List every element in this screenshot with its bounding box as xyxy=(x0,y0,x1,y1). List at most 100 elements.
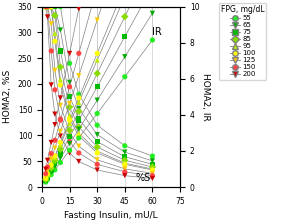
Point xyxy=(67,122,72,125)
Point xyxy=(52,88,57,92)
Point xyxy=(43,179,48,182)
Point xyxy=(45,177,50,180)
Point xyxy=(150,177,155,180)
Point xyxy=(45,5,50,8)
Point xyxy=(67,102,72,105)
Point xyxy=(122,167,127,171)
Point xyxy=(49,5,54,8)
Point xyxy=(122,163,127,166)
Point xyxy=(43,167,48,171)
Point xyxy=(49,5,54,8)
Point xyxy=(49,152,54,155)
Point xyxy=(58,134,63,138)
Point xyxy=(67,95,72,98)
Point xyxy=(49,171,54,174)
Point xyxy=(52,162,57,165)
Point xyxy=(45,174,50,177)
Point xyxy=(150,154,155,158)
Point xyxy=(76,96,81,100)
Point xyxy=(122,15,127,18)
Point xyxy=(150,172,155,175)
Point xyxy=(49,157,54,161)
Point xyxy=(49,173,54,176)
Point xyxy=(52,32,57,35)
Point xyxy=(45,159,50,162)
Point xyxy=(45,5,50,8)
Point xyxy=(45,5,50,8)
Point xyxy=(76,52,81,55)
Point xyxy=(49,5,54,8)
Point xyxy=(58,117,63,121)
Point xyxy=(49,164,54,168)
Point xyxy=(76,151,81,155)
Point xyxy=(49,22,54,26)
Point xyxy=(95,112,100,115)
X-axis label: Fasting Insulin, mU/L: Fasting Insulin, mU/L xyxy=(64,211,158,220)
Point xyxy=(67,52,72,55)
Point xyxy=(122,150,127,154)
Point xyxy=(95,158,100,161)
Point xyxy=(52,156,57,159)
Point xyxy=(43,5,48,8)
Point xyxy=(49,166,54,170)
Legend: 55, 65, 75, 85, 95, 100, 125, 150, 200: 55, 65, 75, 85, 95, 100, 125, 150, 200 xyxy=(219,3,266,80)
Point xyxy=(67,142,72,145)
Point xyxy=(43,177,48,180)
Point xyxy=(45,172,50,176)
Point xyxy=(45,5,50,8)
Point xyxy=(45,175,50,179)
Point xyxy=(58,156,63,160)
Point xyxy=(95,168,100,172)
Point xyxy=(95,145,100,149)
Point xyxy=(49,141,54,144)
Point xyxy=(52,39,57,43)
Point xyxy=(43,5,48,8)
Point xyxy=(58,96,63,100)
Point xyxy=(45,5,50,8)
Point xyxy=(52,138,57,142)
Point xyxy=(150,168,155,172)
Point xyxy=(49,5,54,8)
Point xyxy=(58,49,63,53)
Point xyxy=(67,114,72,117)
Point xyxy=(76,101,81,104)
Point xyxy=(58,152,63,155)
Point xyxy=(49,5,54,8)
Point xyxy=(67,85,72,88)
Y-axis label: HOMA2, %S: HOMA2, %S xyxy=(3,70,12,123)
Point xyxy=(95,163,100,166)
Point xyxy=(52,154,57,158)
Point xyxy=(43,5,48,8)
Point xyxy=(76,134,81,138)
Point xyxy=(43,5,48,8)
Point xyxy=(43,172,48,175)
Point xyxy=(95,58,100,62)
Point xyxy=(58,104,63,107)
Point xyxy=(43,180,48,184)
Point xyxy=(67,131,72,134)
Point xyxy=(67,118,72,122)
Point xyxy=(49,163,54,167)
Point xyxy=(58,141,63,144)
Point xyxy=(150,11,155,15)
Point xyxy=(45,5,50,8)
Point xyxy=(45,165,50,169)
Point xyxy=(52,5,57,8)
Point xyxy=(58,78,63,81)
Point xyxy=(52,14,57,17)
Text: %S: %S xyxy=(136,173,151,183)
Point xyxy=(150,38,155,42)
Point xyxy=(58,5,63,8)
Point xyxy=(58,65,63,69)
Point xyxy=(122,159,127,162)
Point xyxy=(45,5,50,8)
Point xyxy=(150,167,155,171)
Point xyxy=(95,151,100,155)
Point xyxy=(76,127,81,131)
Point xyxy=(49,83,54,87)
Point xyxy=(95,140,100,143)
Point xyxy=(49,5,54,8)
Point xyxy=(58,147,63,151)
Point xyxy=(43,5,48,8)
Point xyxy=(43,176,48,180)
